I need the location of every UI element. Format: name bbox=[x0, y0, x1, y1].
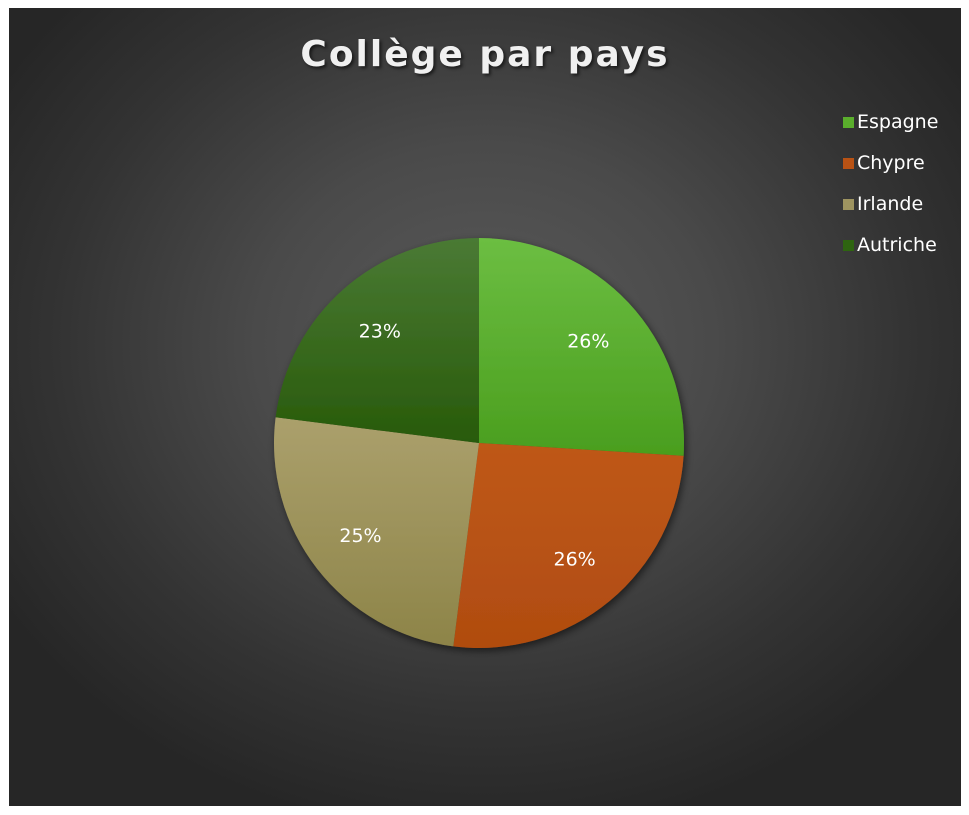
pie-slice-chypre bbox=[453, 443, 684, 648]
legend-swatch bbox=[843, 239, 854, 251]
data-label-autriche: 23% bbox=[359, 320, 401, 342]
legend-item-autriche: Autriche bbox=[843, 231, 938, 259]
legend-label: Autriche bbox=[857, 234, 937, 256]
legend-swatch bbox=[843, 198, 854, 210]
pie-slice-irlande bbox=[274, 417, 479, 647]
chart-title: Collège par pays bbox=[300, 34, 670, 75]
legend-label: Irlande bbox=[857, 193, 924, 215]
data-label-espagne: 26% bbox=[567, 330, 609, 352]
legend-label: Espagne bbox=[857, 111, 939, 133]
pie-slice-espagne bbox=[479, 238, 684, 456]
data-label-irlande: 25% bbox=[339, 525, 381, 547]
pie-chart: 26% 26% 25% 23% bbox=[274, 238, 684, 648]
legend: Espagne Chypre Irlande Autriche bbox=[843, 108, 938, 272]
legend-swatch bbox=[843, 157, 854, 169]
data-label-chypre: 26% bbox=[553, 549, 595, 571]
legend-item-irlande: Irlande bbox=[843, 190, 938, 218]
legend-item-espagne: Espagne bbox=[843, 108, 938, 136]
legend-item-chypre: Chypre bbox=[843, 149, 938, 177]
legend-swatch bbox=[843, 116, 854, 128]
legend-label: Chypre bbox=[857, 152, 925, 174]
pie-slice-autriche bbox=[275, 238, 479, 443]
chart-area: Collège par pays 26% 26% 25% bbox=[9, 8, 961, 806]
